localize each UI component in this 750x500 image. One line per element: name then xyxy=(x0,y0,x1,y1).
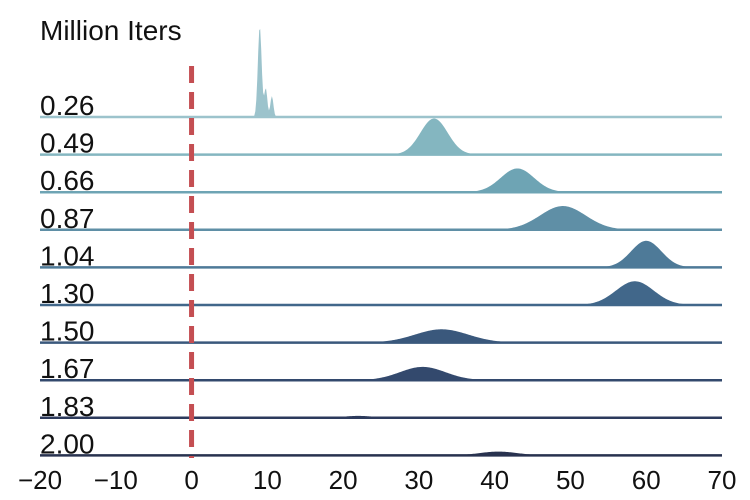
x-tick-label: −10 xyxy=(94,465,138,495)
x-tick-label: −20 xyxy=(18,465,62,495)
ridge-density-area xyxy=(40,206,722,230)
ridge-row xyxy=(40,281,722,307)
ridge-row xyxy=(40,29,722,119)
ridge-row xyxy=(40,415,722,420)
ridge-density-area xyxy=(40,366,722,381)
ridge-row xyxy=(40,451,722,457)
x-tick-label: 70 xyxy=(708,465,737,495)
x-tick-label: 60 xyxy=(632,465,661,495)
x-tick-label: 40 xyxy=(480,465,509,495)
x-tick-label: 0 xyxy=(184,465,198,495)
ridge-row xyxy=(40,329,722,344)
ridge-density-area xyxy=(40,118,722,155)
x-tick-label: 10 xyxy=(253,465,282,495)
ridge-row xyxy=(40,118,722,156)
ridge-density-area xyxy=(40,240,722,268)
ridge-density-area xyxy=(40,168,722,193)
ridge-row xyxy=(40,206,722,232)
series-label: 1.04 xyxy=(40,240,95,271)
series-label: 0.26 xyxy=(40,90,95,121)
ridges-group xyxy=(40,29,722,457)
x-axis-ticks: −20 −10 0 10 20 30 40 50 60 70 xyxy=(18,465,737,495)
series-label: 0.66 xyxy=(40,165,95,196)
series-label: 1.30 xyxy=(40,278,95,309)
row-labels-group: 0.26 0.49 0.66 0.87 1.04 1.30 1.50 1.67 1.83 2.00 xyxy=(40,90,95,459)
ridge-row xyxy=(40,240,722,269)
series-label: 2.00 xyxy=(40,428,95,459)
ridge-row xyxy=(40,168,722,194)
series-label: 0.49 xyxy=(40,128,95,159)
ridge-density-area xyxy=(40,329,722,343)
chart-title: Million Iters xyxy=(40,15,182,46)
series-label: 1.67 xyxy=(40,353,95,384)
series-label: 1.50 xyxy=(40,316,95,347)
series-label: 1.83 xyxy=(40,391,95,422)
x-tick-label: 20 xyxy=(329,465,358,495)
x-tick-label: 30 xyxy=(404,465,433,495)
ridge-row xyxy=(40,366,722,382)
ridge-density-area xyxy=(40,281,722,305)
series-label: 0.87 xyxy=(40,203,95,234)
x-tick-label: 50 xyxy=(556,465,585,495)
